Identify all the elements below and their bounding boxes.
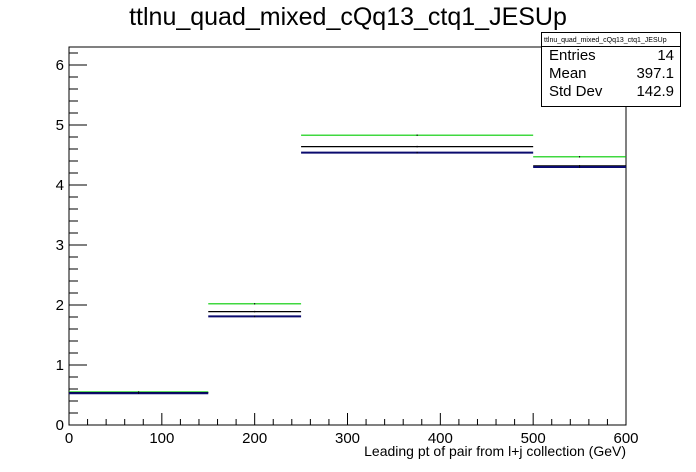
x-tick-label: 100: [149, 430, 174, 447]
x-tick-label: 500: [521, 430, 546, 447]
x-axis-label: Leading pt of pair from l+j collection (…: [364, 443, 626, 459]
stats-box: ttlnu_quad_mixed_cQq13_ctq1_JESUp Entrie…: [541, 32, 681, 107]
stats-entries-label: Entries: [549, 47, 596, 64]
chart-title: ttlnu_quad_mixed_cQq13_ctq1_JESUp: [129, 3, 567, 31]
y-tick-label: 4: [56, 177, 64, 194]
y-tick-label: 2: [56, 297, 64, 314]
series-3: [69, 151, 626, 395]
y-tick-label: 6: [56, 57, 64, 74]
x-tick-label: 200: [242, 430, 267, 447]
stats-std-value: 142.9: [636, 83, 674, 100]
y-tick-label: 1: [56, 357, 64, 374]
x-tick-label: 600: [613, 430, 638, 447]
x-tick-label: 300: [335, 430, 360, 447]
stats-mean-label: Mean: [549, 65, 587, 82]
stats-entries-row: Entries 14: [542, 47, 680, 65]
series-2: [69, 145, 626, 394]
stats-std-label: Std Dev: [549, 83, 603, 100]
data-series: [69, 134, 626, 395]
y-axis-ticks: 0 1 2 3 4 5 6: [56, 52, 87, 434]
stats-mean-row: Mean 397.1: [542, 65, 680, 83]
series-1: [69, 134, 626, 393]
stats-std-row: Std Dev 142.9: [542, 83, 680, 101]
y-tick-label: 3: [56, 237, 64, 254]
stats-entries-value: 14: [657, 47, 674, 64]
stats-histogram-name: ttlnu_quad_mixed_cQq13_ctq1_JESUp: [542, 33, 680, 47]
stats-mean-value: 397.1: [636, 65, 674, 82]
y-tick-label: 0: [56, 417, 64, 434]
x-axis-ticks: 0 100 200 300 400 500 600: [65, 413, 639, 447]
x-tick-label: 400: [428, 430, 453, 447]
x-tick-label: 0: [65, 430, 73, 447]
y-tick-label: 5: [56, 117, 64, 134]
